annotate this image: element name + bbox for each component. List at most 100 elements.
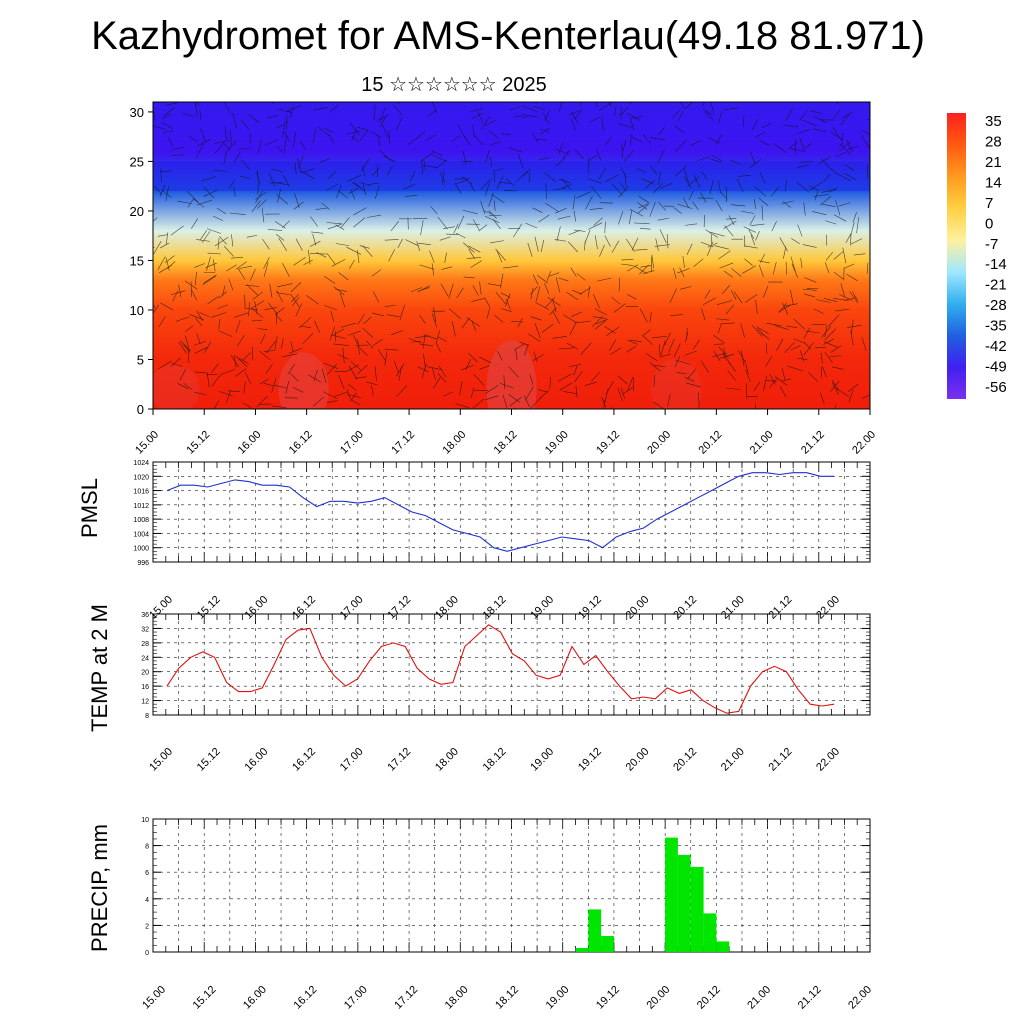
wind-barb xyxy=(335,243,350,247)
wind-barb xyxy=(351,129,358,141)
wind-barb xyxy=(576,272,586,281)
wind-barb xyxy=(385,304,396,307)
wind-barb xyxy=(491,194,505,204)
wind-barb xyxy=(744,360,749,375)
wind-barb xyxy=(233,186,236,197)
wind-barb xyxy=(193,199,205,208)
wind-barb xyxy=(571,311,583,317)
wind-barb xyxy=(225,390,231,404)
wind-barb xyxy=(620,387,625,399)
wind-barb xyxy=(674,356,680,367)
wind-barb xyxy=(707,137,720,144)
wind-barb xyxy=(235,356,248,368)
wind-barb xyxy=(719,353,735,359)
wind-barb xyxy=(235,261,247,270)
wind-barb xyxy=(431,313,438,328)
wind-barb xyxy=(803,342,814,356)
cross-section-heatmap: 0 5 10 15 20 25 30 15.00 15.12 16.00 16.12 17.00 17.… xyxy=(130,101,878,457)
wind-barb xyxy=(416,241,421,251)
wind-barb xyxy=(336,184,342,199)
wind-barb xyxy=(431,367,436,381)
wind-barb xyxy=(177,200,192,204)
wind-barb xyxy=(481,116,490,130)
precip-bar xyxy=(575,948,589,952)
wind-barb xyxy=(803,327,811,339)
wind-barb xyxy=(466,257,481,259)
wind-barb xyxy=(462,176,473,185)
wind-barb xyxy=(490,156,493,167)
wind-barb xyxy=(513,223,523,238)
wind-barb xyxy=(592,293,600,309)
wind-barb xyxy=(532,132,538,143)
wind-barb xyxy=(353,181,365,192)
wind-barb xyxy=(585,195,593,210)
wind-barb xyxy=(527,242,533,257)
wind-barb xyxy=(594,235,598,250)
wind-barb xyxy=(532,207,543,213)
wind-barb xyxy=(366,381,378,386)
wind-barb xyxy=(446,233,459,235)
wind-barb xyxy=(199,312,210,318)
ytick-label: 2 xyxy=(145,923,149,930)
wind-barb xyxy=(725,387,741,390)
wind-barb xyxy=(190,288,198,301)
warm-blob xyxy=(651,358,702,409)
wind-barb xyxy=(266,340,277,354)
wind-barb xyxy=(604,325,616,334)
wind-barb xyxy=(177,383,189,389)
wind-barb xyxy=(259,378,269,385)
wind-barb xyxy=(723,270,733,278)
wind-barb xyxy=(183,344,190,353)
wind-barb xyxy=(235,320,241,333)
grid xyxy=(152,461,871,563)
wind-barb xyxy=(315,207,329,210)
wind-barb xyxy=(727,370,736,381)
wind-barb xyxy=(693,339,700,350)
wind-barb xyxy=(387,165,393,176)
wind-barb xyxy=(263,256,270,269)
wind-barb xyxy=(570,118,576,131)
wind-barb xyxy=(232,113,237,129)
wind-barb xyxy=(717,300,733,305)
wind-barb xyxy=(493,170,496,183)
xtick-label: 17.00 xyxy=(342,984,370,1012)
wind-barb xyxy=(538,214,550,223)
wind-barb xyxy=(462,150,467,165)
heatmap-xtick-label: 20.12 xyxy=(697,429,725,457)
wind-barb xyxy=(456,232,466,239)
wind-barb xyxy=(786,325,798,328)
wind-barb xyxy=(220,369,236,375)
precip-bar xyxy=(677,854,691,952)
wind-barb xyxy=(421,363,427,378)
wind-barb xyxy=(302,168,315,174)
wind-barb xyxy=(677,268,690,274)
wind-barb xyxy=(557,215,571,220)
wind-barb xyxy=(496,249,503,263)
wind-barb xyxy=(522,105,537,113)
wind-barb xyxy=(823,174,830,183)
ytick-label: 12 xyxy=(141,699,149,706)
wind-barb xyxy=(471,112,484,120)
wind-barb xyxy=(710,102,715,114)
heatmap-ytick-label: 20 xyxy=(130,204,144,219)
wind-barb xyxy=(790,289,794,305)
wind-barb xyxy=(824,351,833,363)
temp-line xyxy=(166,624,835,714)
wind-barb xyxy=(271,377,277,393)
wind-barb xyxy=(255,190,264,204)
wind-barb xyxy=(241,119,249,130)
wind-barb xyxy=(490,240,504,244)
wind-barb xyxy=(673,268,677,280)
wind-barb xyxy=(165,185,169,202)
wind-barb xyxy=(213,400,220,409)
wind-barb xyxy=(160,242,170,249)
wind-barb xyxy=(660,340,666,356)
colorbar-bar xyxy=(947,113,966,399)
wind-barb xyxy=(558,277,569,282)
wind-barb xyxy=(807,371,818,382)
xtick-label: 21.12 xyxy=(767,746,795,774)
wind-barb xyxy=(473,398,484,409)
wind-barb xyxy=(563,314,577,324)
wind-barb xyxy=(673,207,682,214)
wind-barb xyxy=(274,221,286,229)
